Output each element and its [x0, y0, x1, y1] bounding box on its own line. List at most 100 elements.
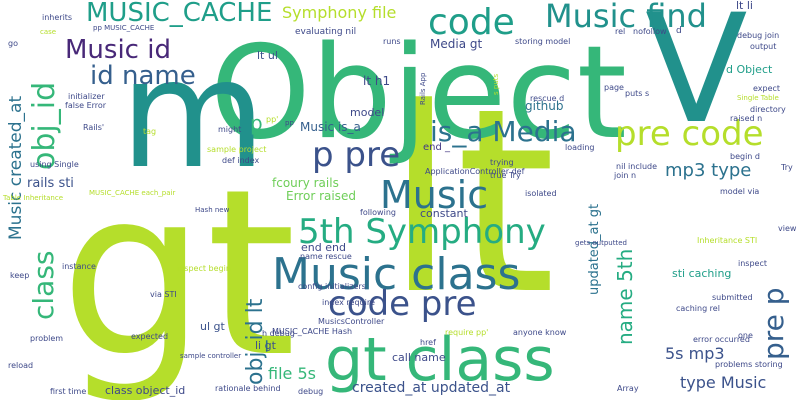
word: Music id [65, 35, 171, 65]
word: expect [753, 84, 781, 93]
word: problems storing [715, 360, 783, 369]
word: evaluating nil [295, 27, 357, 37]
word: Rails' [83, 123, 105, 132]
word: might [218, 125, 242, 134]
word: type Music [680, 373, 767, 392]
word: gt class [325, 325, 555, 395]
word: tag [143, 127, 157, 136]
word: MUSIC_CACHE each_pair [89, 189, 176, 197]
word: ul gt [200, 320, 225, 333]
word: error occurred [693, 335, 750, 344]
word: Symphony file [282, 3, 397, 22]
word: require pp' [445, 328, 489, 337]
word: gets outputted [575, 239, 627, 247]
word: runs [383, 37, 401, 46]
word: begin d [730, 152, 760, 161]
word: file 5s [268, 364, 316, 383]
word: rel [615, 27, 626, 36]
word: sti caching [672, 267, 732, 280]
word: name 5th [613, 248, 637, 345]
word: s puts [492, 73, 500, 95]
word: d Object [726, 63, 773, 76]
word: d [676, 26, 682, 36]
word: mp3 type [665, 160, 752, 181]
word: MUSIC_CACHE Hash [272, 327, 353, 336]
word: inherits [42, 13, 73, 22]
word: output [750, 42, 777, 51]
word: lt li [736, 0, 753, 12]
word: inspect begin [177, 264, 231, 273]
word: end _ [423, 142, 451, 153]
word: nil include [616, 162, 658, 171]
word: join n [614, 171, 637, 180]
word: go [8, 39, 18, 48]
word: via STI [150, 290, 177, 299]
word: end end [301, 241, 346, 254]
word: call name [392, 351, 446, 364]
word: p pre [312, 135, 401, 175]
word: id name [90, 61, 196, 91]
word: h debug [262, 329, 295, 338]
word: name rescue [300, 252, 352, 261]
word: code [428, 2, 515, 43]
word: model [350, 106, 385, 119]
word: MusicsController [318, 317, 385, 326]
word: pp MUSIC_CACHE [93, 24, 155, 32]
word: raised n [730, 114, 763, 123]
word: view [778, 224, 797, 233]
word: debug join [737, 31, 780, 40]
word: github [525, 99, 564, 113]
word: true Try [490, 171, 521, 180]
word: instance [62, 262, 96, 271]
word: Media gt [430, 37, 483, 51]
word: caching rel [676, 304, 720, 313]
word: initializer [68, 92, 105, 101]
word: constant [420, 207, 468, 220]
word: nofollow [633, 27, 667, 36]
word: storing model [515, 37, 571, 46]
word: Music [380, 173, 489, 217]
word: debug [298, 387, 324, 396]
word: href [420, 338, 436, 347]
word: pre code [615, 114, 764, 154]
word: page [604, 83, 624, 92]
word: trying [490, 158, 514, 167]
word: Array [617, 384, 639, 393]
word: false Error [65, 101, 107, 110]
word: pp [285, 119, 294, 127]
word: Rails App [419, 72, 427, 105]
word: created_at updated_at [352, 380, 511, 396]
word: Try [781, 163, 793, 172]
word: 5th Symphony [298, 212, 546, 252]
word: Music is_a [300, 120, 361, 134]
word: isolated [525, 189, 557, 198]
word: Hash new [195, 206, 230, 214]
word: lt ul [257, 49, 278, 62]
word: model via [720, 187, 760, 196]
word: directory [750, 105, 786, 114]
word: Music class [272, 249, 521, 300]
word: first time [50, 387, 87, 396]
word: lt [385, 54, 556, 351]
word: loading [565, 143, 595, 152]
word: following [360, 208, 396, 217]
word: MUSIC_CACHE [86, 0, 273, 28]
word: p [250, 111, 263, 135]
word: case [40, 28, 57, 36]
word: obj_id [27, 81, 62, 170]
word: Table Inheritance [3, 194, 64, 202]
word: code pre [328, 284, 477, 324]
word: class [27, 250, 60, 320]
word: updated_at gt [587, 203, 602, 295]
word: gt [60, 141, 297, 400]
word: Inheritance STI [697, 236, 758, 245]
word: class object_id [105, 384, 186, 397]
word: sample project [207, 145, 267, 154]
word: li gt [255, 339, 276, 352]
word: using Single [30, 160, 79, 169]
word: Single Table [737, 94, 779, 102]
word: submitted [712, 293, 753, 302]
word: sample controller [180, 352, 242, 360]
word: anyone know [513, 328, 567, 337]
